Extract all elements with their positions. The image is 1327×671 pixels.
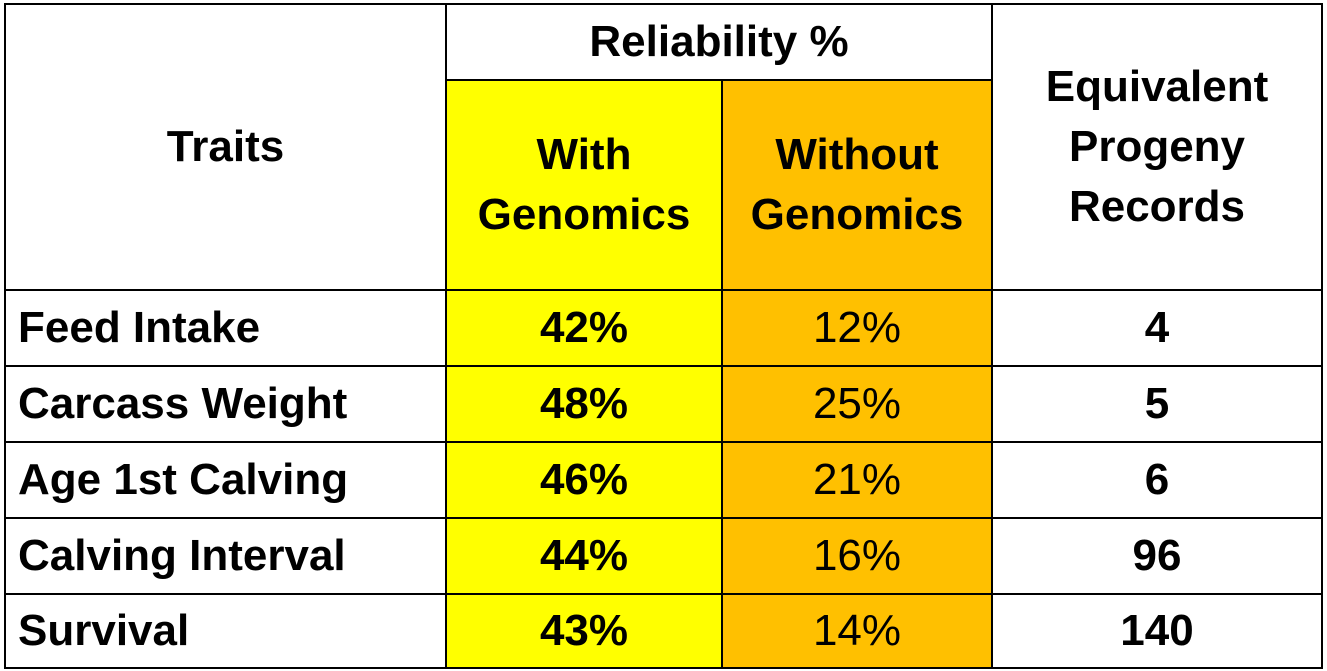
without-genomics-cell: 16% xyxy=(721,517,993,595)
table-row: Calving Interval 44% 16% 96 xyxy=(4,517,1323,595)
header-reliability: Reliability % xyxy=(445,3,993,81)
trait-cell: Carcass Weight xyxy=(4,365,447,443)
with-genomics-cell: 43% xyxy=(445,593,723,669)
table-row: Carcass Weight 48% 25% 5 xyxy=(4,365,1323,443)
header-with-genomics: With Genomics xyxy=(445,79,723,291)
trait-cell: Survival xyxy=(4,593,447,669)
reliability-table: Traits Reliability % Equivalent Progeny … xyxy=(4,3,1323,669)
epr-cell: 96 xyxy=(991,517,1323,595)
with-genomics-cell: 42% xyxy=(445,289,723,367)
header-equivalent-progeny-records: Equivalent Progeny Records xyxy=(991,3,1323,291)
epr-cell: 6 xyxy=(991,441,1323,519)
epr-cell: 5 xyxy=(991,365,1323,443)
without-genomics-cell: 21% xyxy=(721,441,993,519)
with-genomics-cell: 48% xyxy=(445,365,723,443)
epr-cell: 4 xyxy=(991,289,1323,367)
table-row: Age 1st Calving 46% 21% 6 xyxy=(4,441,1323,519)
without-genomics-cell: 25% xyxy=(721,365,993,443)
header-without-genomics: Without Genomics xyxy=(721,79,993,291)
without-genomics-cell: 14% xyxy=(721,593,993,669)
table-row: Feed Intake 42% 12% 4 xyxy=(4,289,1323,367)
without-genomics-cell: 12% xyxy=(721,289,993,367)
trait-cell: Feed Intake xyxy=(4,289,447,367)
with-genomics-cell: 46% xyxy=(445,441,723,519)
with-genomics-cell: 44% xyxy=(445,517,723,595)
trait-cell: Calving Interval xyxy=(4,517,447,595)
epr-cell: 140 xyxy=(991,593,1323,669)
header-traits: Traits xyxy=(4,3,447,291)
trait-cell: Age 1st Calving xyxy=(4,441,447,519)
table-row: Survival 43% 14% 140 xyxy=(4,593,1323,669)
